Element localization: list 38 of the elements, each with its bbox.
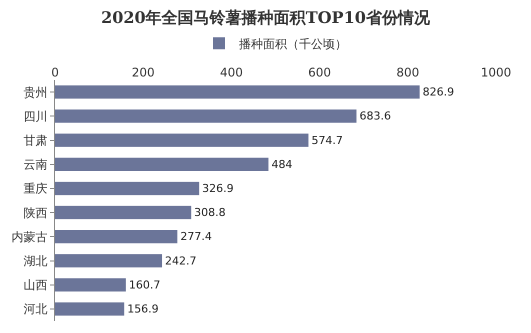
x-tick-label: 0 [51,66,59,80]
bar [55,182,200,196]
data-label: 242.7 [165,254,197,268]
y-tick-label: 云南 [24,158,48,172]
data-label: 326.9 [202,182,234,195]
bar [55,85,420,99]
data-label: 160.7 [128,278,160,292]
x-tick-label: 800 [396,66,420,80]
x-tick-label: 400 [220,66,243,80]
x-tick-label: 600 [308,66,332,80]
y-tick-label: 河北 [24,302,48,316]
y-tick-label: 内蒙古 [12,230,48,244]
bar [55,134,308,147]
data-label: 484 [271,158,292,171]
y-tick-label: 山西 [24,278,48,292]
y-tick-label: 贵州 [24,85,48,100]
bar [55,158,268,171]
chart-title: 2020年全国马铃薯播种面积TOP10省份情况 [101,8,431,27]
legend-label: 播种面积（千公顷） [239,36,347,51]
x-tick-label: 1000 [480,66,512,80]
bar [55,302,124,316]
data-label: 308.8 [194,206,226,220]
bar [55,230,178,244]
x-tick-label: 200 [132,66,155,80]
data-label: 826.9 [422,86,454,99]
data-label: 277.4 [180,230,212,244]
y-tick-label: 四川 [24,109,48,124]
bar [55,206,192,220]
data-label: 156.9 [127,302,159,316]
data-label: 683.6 [359,110,391,123]
data-label: 574.7 [311,134,343,147]
y-tick-label: 湖北 [24,254,48,268]
y-tick-label: 陕西 [24,206,48,220]
y-tick-label: 重庆 [24,182,48,196]
bar [55,254,162,268]
bar [55,110,356,123]
bar [55,278,126,292]
y-tick-label: 甘肃 [24,133,48,148]
